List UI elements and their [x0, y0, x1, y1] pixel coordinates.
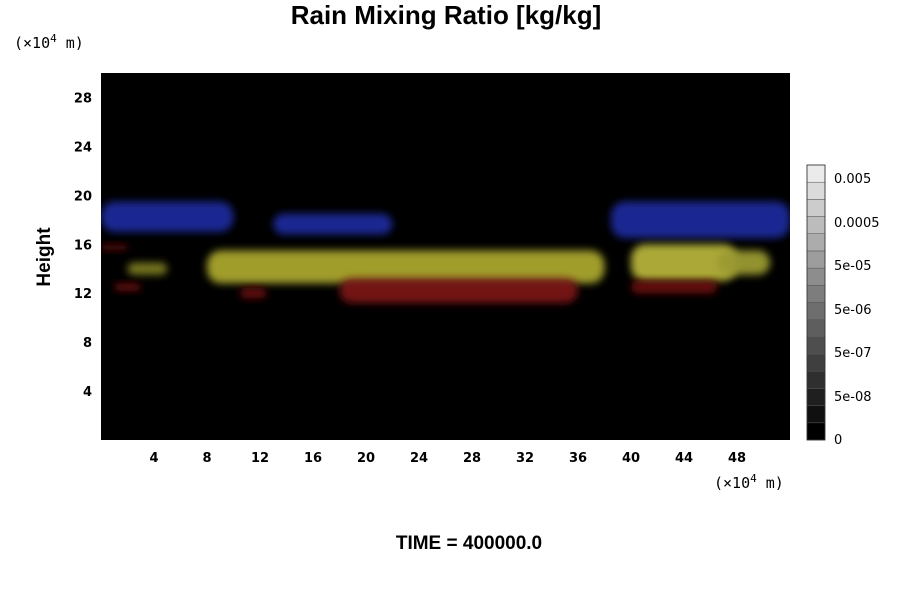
y-tick-label: 16 [74, 238, 92, 253]
colorbar-label: 0.0005 [834, 216, 880, 231]
colorbar-segment [806, 319, 826, 338]
colorbar-segment [806, 285, 826, 303]
colorbar-segment [806, 199, 826, 217]
colorbar-segment [806, 250, 826, 269]
colorbar-segment [806, 371, 826, 389]
data-region-3 [611, 201, 790, 239]
y-tick-label: 28 [74, 91, 92, 106]
colorbar-label: 5e-07 [834, 346, 872, 361]
colorbar-segment [806, 267, 826, 286]
colorbar-label: 5e-05 [834, 259, 872, 274]
colorbar-segment [806, 422, 826, 441]
x-tick-label: 44 [675, 451, 693, 466]
y-tick-label: 12 [74, 287, 92, 302]
x-tick-label: 8 [202, 451, 211, 466]
colorbar-segment [806, 181, 826, 200]
data-region-9 [631, 280, 718, 294]
colorbar-segment [806, 164, 826, 183]
colorbar-segment [806, 388, 826, 406]
y-axis-label: Height [34, 227, 55, 287]
y-tick-labels: 4 8 12 16 20 24 28 [74, 91, 92, 400]
x-tick-label: 4 [149, 451, 158, 466]
x-tick-label: 32 [516, 451, 534, 466]
x-tick-label: 40 [622, 451, 640, 466]
colorbar [806, 164, 826, 441]
data-region-1 [101, 201, 234, 233]
y-tick-label: 4 [83, 385, 92, 400]
x-tick-label: 48 [728, 451, 746, 466]
time-label: TIME = 400000.0 [396, 533, 542, 554]
x-tick-label: 28 [463, 451, 481, 466]
data-region-5 [631, 244, 737, 281]
data-region-10 [114, 283, 141, 291]
data-region-8 [339, 278, 578, 303]
data-region-4 [207, 250, 605, 284]
data-region-2 [273, 213, 393, 235]
colorbar-segment [806, 233, 826, 252]
colorbar-label: 0.005 [834, 172, 871, 187]
x-tick-label: 36 [569, 451, 587, 466]
colorbar-frame [806, 164, 826, 441]
colorbar-segment [806, 353, 826, 372]
data-region-7 [127, 262, 168, 275]
colorbar-segment [806, 302, 826, 320]
y-unit-label: (×104 m) [14, 32, 84, 52]
colorbar-segment [806, 216, 826, 234]
colorbar-label: 5e-08 [834, 390, 872, 405]
x-tick-label: 20 [357, 451, 375, 466]
colorbar-segment [806, 336, 826, 355]
x-tick-label: 24 [410, 451, 428, 466]
colorbar-labels: 0.005 0.0005 5e-05 5e-06 5e-07 5e-08 0 [834, 172, 880, 448]
x-tick-labels: 4 8 12 16 20 24 28 32 36 40 44 48 [149, 451, 746, 466]
data-regions [101, 201, 790, 303]
x-tick-label: 12 [251, 451, 269, 466]
y-tick-label: 20 [74, 189, 92, 204]
y-tick-label: 8 [83, 336, 92, 351]
data-region-6 [717, 250, 771, 275]
x-tick-label: 16 [304, 451, 322, 466]
colorbar-segment [806, 405, 826, 424]
y-tick-label: 24 [74, 140, 92, 155]
colorbar-label: 0 [834, 433, 842, 448]
data-region-11 [240, 288, 267, 299]
data-region-12 [101, 244, 128, 251]
x-unit-label: (×104 m) [714, 472, 784, 492]
colorbar-label: 5e-06 [834, 303, 872, 318]
chart-title: Rain Mixing Ratio [kg/kg] [291, 0, 602, 30]
